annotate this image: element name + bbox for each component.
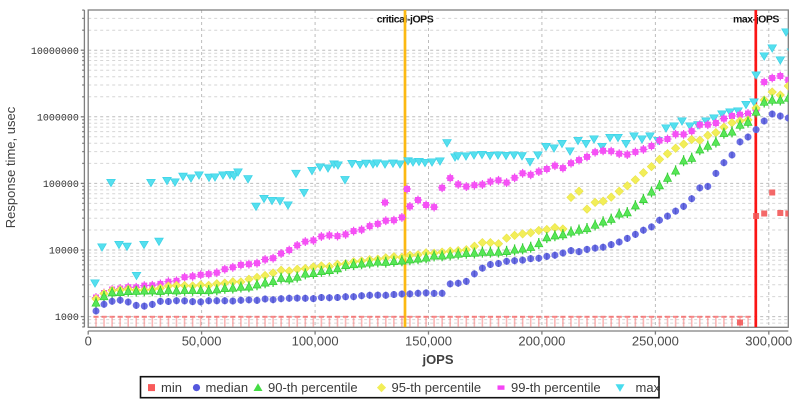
svg-text:median: median [206, 380, 249, 395]
svg-text:250,000: 250,000 [632, 334, 679, 349]
svg-text:10000: 10000 [49, 247, 79, 258]
svg-text:Response time, usec: Response time, usec [3, 106, 18, 228]
svg-text:max: max [636, 380, 661, 395]
svg-text:300,000: 300,000 [745, 334, 792, 349]
svg-text:1000000: 1000000 [37, 113, 79, 124]
svg-text:200,000: 200,000 [518, 334, 565, 349]
svg-text:99-th percentile: 99-th percentile [511, 380, 601, 395]
svg-text:min: min [161, 380, 182, 395]
svg-text:90-th percentile: 90-th percentile [268, 380, 358, 395]
svg-text:50,000: 50,000 [182, 334, 222, 349]
svg-text:0: 0 [85, 334, 92, 349]
svg-text:150,000: 150,000 [405, 334, 452, 349]
svg-text:100000: 100000 [43, 180, 79, 191]
svg-text:100,000: 100,000 [292, 334, 339, 349]
svg-text:95-th percentile: 95-th percentile [392, 380, 482, 395]
svg-text:10000000: 10000000 [31, 47, 79, 58]
svg-text:jOPS: jOPS [421, 352, 453, 367]
svg-text:1000: 1000 [55, 313, 79, 324]
